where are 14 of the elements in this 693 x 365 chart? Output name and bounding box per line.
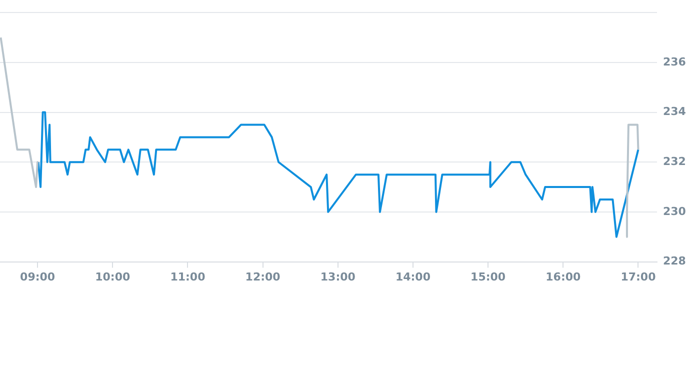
x-tick-label: 14:00 — [395, 270, 431, 284]
x-tick-label: 10:00 — [95, 270, 130, 284]
y-tick-label: 232 — [663, 154, 686, 168]
y-tick-label: 228 — [663, 254, 686, 268]
x-tick-label: 09:00 — [20, 270, 56, 284]
x-tick-label: 17:00 — [620, 270, 656, 284]
y-tick-label: 234 — [663, 105, 686, 118]
x-tick-label: 16:00 — [546, 270, 581, 284]
x-tick-label: 15:00 — [470, 270, 506, 284]
y-tick-label: 230 — [663, 204, 686, 218]
y-tick-label: 236 — [663, 55, 686, 68]
x-tick-label: 11:00 — [170, 270, 206, 284]
x-tick-label: 12:00 — [245, 270, 281, 284]
x-tick-label: 13:00 — [320, 270, 356, 284]
